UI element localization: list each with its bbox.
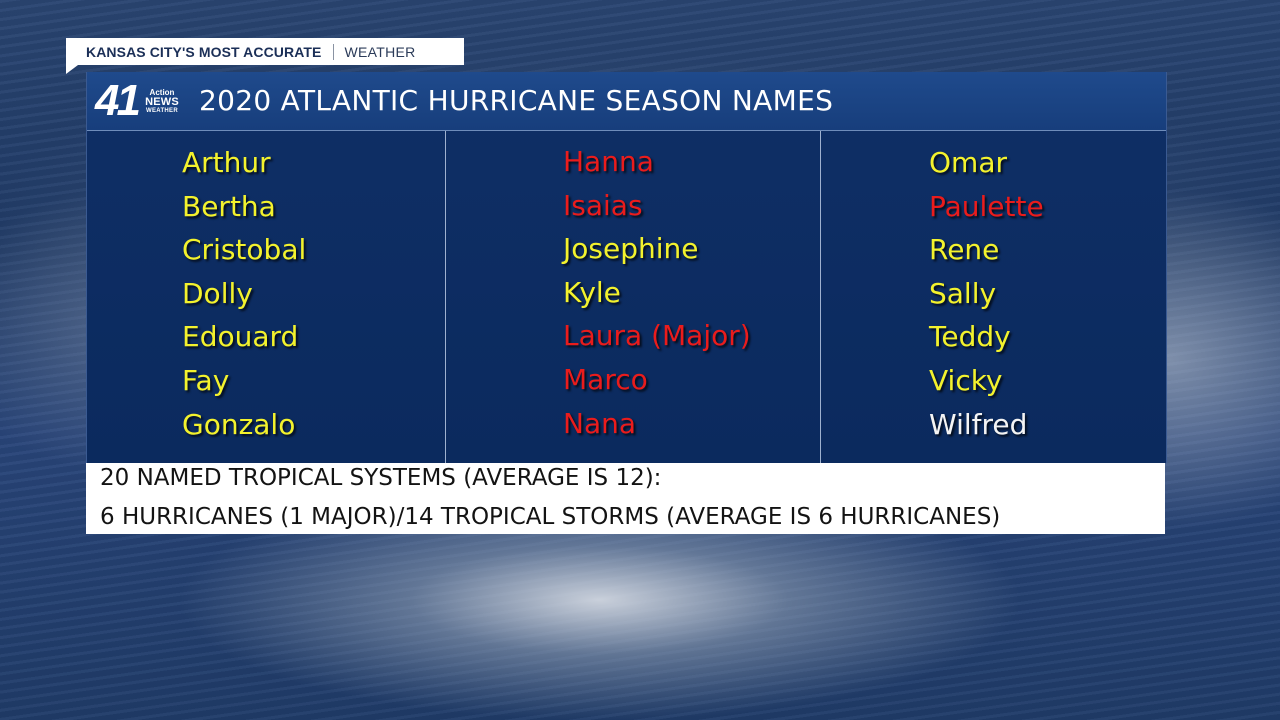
panel-title-bar: 41 Action NEWS WEATHER 2020 ATLANTIC HUR… <box>87 72 1166 131</box>
logo-number: 41 <box>95 76 141 125</box>
storm-name: Dolly <box>182 276 253 310</box>
storm-name: Fay <box>182 363 230 397</box>
storm-name: Gonzalo <box>182 407 296 441</box>
storm-name: Omar <box>929 146 1007 179</box>
summary-line-2: 6 HURRICANES (1 MAJOR)/14 TROPICAL STORM… <box>100 504 1001 530</box>
hurricane-names-panel: 41 Action NEWS WEATHER 2020 ATLANTIC HUR… <box>86 72 1167 463</box>
tagline-tail <box>66 65 78 74</box>
storm-name: Wilfred <box>929 407 1028 441</box>
storm-name: Sally <box>929 276 997 310</box>
storm-name: Marco <box>563 362 648 396</box>
storm-name: Laura (Major) <box>563 319 751 353</box>
storm-name: Kyle <box>563 275 621 309</box>
storm-name: Arthur <box>182 146 271 179</box>
storm-name: Rene <box>929 233 1000 267</box>
logo-line-3: WEATHER <box>146 108 178 114</box>
logo-wordmark: Action NEWS WEATHER <box>142 86 182 117</box>
storm-name: Vicky <box>929 363 1003 397</box>
storm-name: Hanna <box>563 145 654 178</box>
logo-line-1: Action <box>149 88 175 97</box>
storm-name: Teddy <box>929 320 1011 354</box>
storm-name: Edouard <box>182 320 299 354</box>
storm-name: Paulette <box>929 189 1044 223</box>
storm-name: Isaias <box>563 188 643 222</box>
storm-name: Nana <box>563 406 637 440</box>
logo-line-2: NEWS <box>145 96 179 108</box>
names-column-3: Omar Paulette Rene Sally Teddy Vicky Wil… <box>929 148 1044 453</box>
names-column-2: Hanna Isaias Josephine Kyle Laura (Major… <box>563 147 751 452</box>
section-label: WEATHER <box>344 43 416 60</box>
station-tagline: KANSAS CITY'S MOST ACCURATE <box>86 43 322 60</box>
summary-line-1: 20 NAMED TROPICAL SYSTEMS (AVERAGE IS 12… <box>100 465 662 491</box>
storm-name: Cristobal <box>182 233 307 267</box>
names-column-1: Arthur Bertha Cristobal Dolly Edouard Fa… <box>182 148 306 453</box>
tagline-separator <box>333 43 335 60</box>
storm-name: Josephine <box>563 232 699 266</box>
station-tagline-banner: KANSAS CITY'S MOST ACCURATE WEATHER <box>66 38 464 65</box>
column-divider-2 <box>820 131 821 463</box>
graphic-title: 2020 ATLANTIC HURRICANE SEASON NAMES <box>199 84 834 117</box>
season-summary-footer: 20 NAMED TROPICAL SYSTEMS (AVERAGE IS 12… <box>86 463 1165 534</box>
column-divider-1 <box>445 131 446 463</box>
station-logo: 41 Action NEWS WEATHER <box>95 77 185 125</box>
storm-name: Bertha <box>182 189 276 223</box>
